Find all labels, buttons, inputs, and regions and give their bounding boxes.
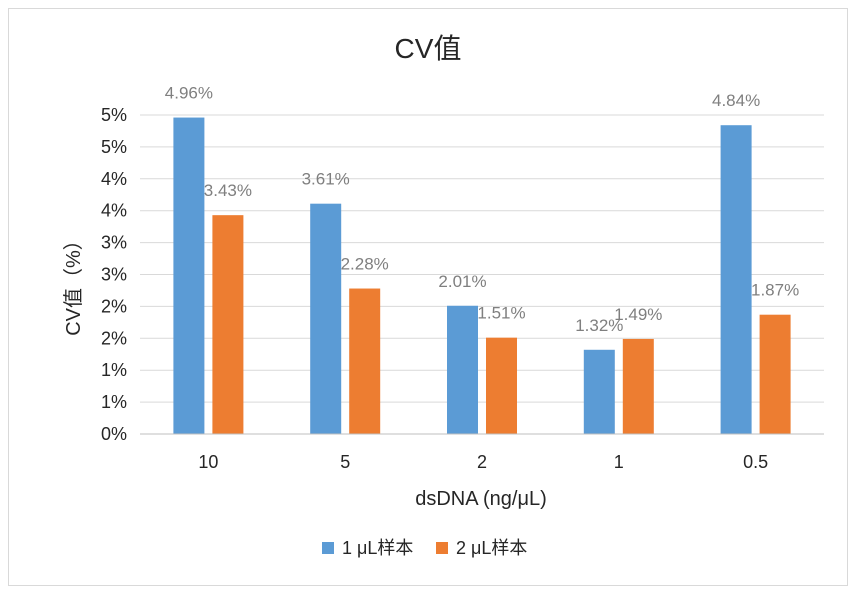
y-tick-label: 5% <box>101 105 127 125</box>
bar-series2-10 <box>212 215 244 434</box>
y-axis-ticks: 0% 1% 1% 2% 2% 3% 3% 4% 4% 5% 5% <box>101 105 127 444</box>
data-label: 2.28% <box>341 255 389 274</box>
x-tick-label: 2 <box>477 452 487 472</box>
data-label: 3.61% <box>302 170 350 189</box>
data-label: 4.84% <box>712 91 760 110</box>
y-tick-label: 2% <box>101 328 127 348</box>
x-tick-label: 1 <box>614 452 624 472</box>
data-label: 3.43% <box>204 181 252 200</box>
y-tick-label: 3% <box>101 265 127 285</box>
y-tick-label: 5% <box>101 137 127 157</box>
x-tick-label: 10 <box>198 452 218 472</box>
chart-frame <box>8 8 848 586</box>
data-label: 2.01% <box>438 272 486 291</box>
legend-swatch <box>436 542 448 554</box>
data-labels: 4.96% 3.43% 3.61% 2.28% 2.01% 1.51% 1.32%1.49%… <box>165 84 799 335</box>
bar-series1-1 <box>583 349 615 434</box>
bar-series1-2 <box>447 305 478 434</box>
y-tick-label: 4% <box>101 169 127 189</box>
x-tick-label: 0.5 <box>743 452 768 472</box>
data-label: 1.51% <box>477 304 525 323</box>
bar-series2-2 <box>486 337 517 434</box>
data-label: 1.87% <box>751 281 799 300</box>
y-tick-label: 0% <box>101 424 127 444</box>
y-tick-label: 4% <box>101 201 127 221</box>
chart-title: CV值 <box>395 33 462 64</box>
data-label: 1.49% <box>614 305 662 324</box>
bar-series2-5 <box>349 288 381 434</box>
x-axis-title: dsDNA (ng/μL) <box>415 488 547 510</box>
y-tick-label: 1% <box>101 360 127 380</box>
x-tick-label: 5 <box>340 452 350 472</box>
bar-series1-5 <box>310 203 342 434</box>
data-label: 1.32% <box>575 316 623 335</box>
legend: 1 μL样本 2 μL样本 <box>322 538 527 558</box>
bar-series2-1 <box>622 338 654 434</box>
legend-label: 1 μL样本 <box>342 538 413 558</box>
y-tick-label: 2% <box>101 296 127 316</box>
legend-swatch <box>322 542 334 554</box>
y-tick-label: 3% <box>101 233 127 253</box>
bar-series1-0.5 <box>720 125 752 434</box>
bars <box>173 117 791 434</box>
y-tick-label: 1% <box>101 392 127 412</box>
bar-series1-10 <box>173 117 205 434</box>
bar-series2-0.5 <box>759 314 791 434</box>
y-axis-title: CV值（%） <box>62 230 85 336</box>
x-axis-ticks: 10 5 2 1 0.5 <box>198 452 768 472</box>
legend-label: 2 μL样本 <box>456 538 527 558</box>
data-label: 4.96% <box>165 84 213 103</box>
